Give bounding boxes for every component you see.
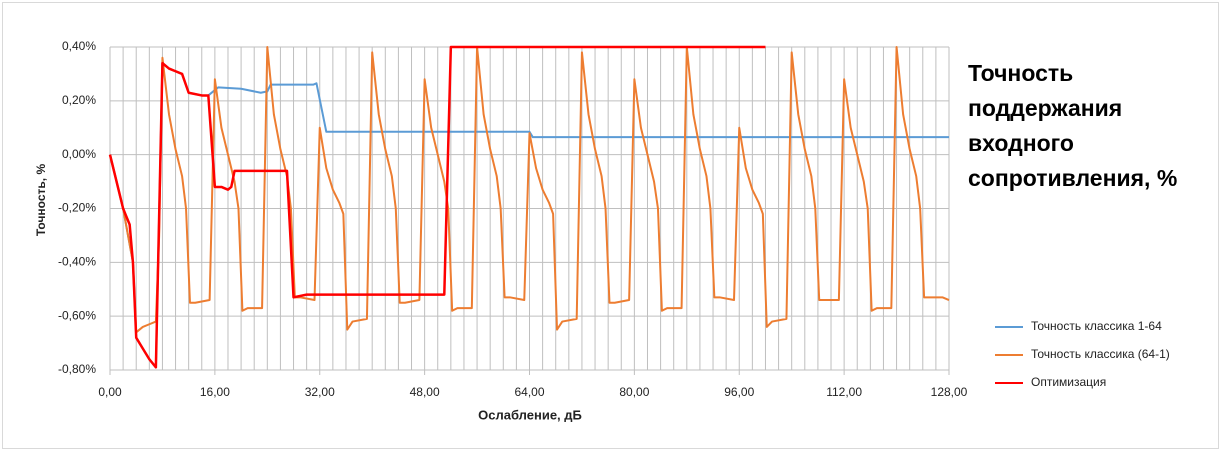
x-tick-label: 112,00: [826, 385, 862, 399]
x-tick-label: 64,00: [514, 385, 544, 399]
legend-label: Точность классика (64-1): [1031, 347, 1170, 361]
x-tick-label: 96,00: [724, 385, 754, 399]
legend-label: Точность классика 1-64: [1031, 319, 1162, 333]
x-tick-label: 128,00: [931, 385, 968, 399]
series-line: [108, 45, 766, 369]
y-tick-label: -0,60%: [58, 308, 96, 322]
y-axis-title: Точность, %: [34, 164, 48, 237]
y-tick-label: 0,40%: [62, 39, 96, 53]
x-tick-label: 48,00: [410, 385, 440, 399]
y-tick-label: -0,20%: [58, 201, 96, 215]
y-tick-label: 0,00%: [62, 147, 96, 161]
y-tick-label: 0,20%: [62, 93, 96, 107]
y-tick-label: -0,80%: [58, 362, 96, 376]
x-axis-title: Ослабление, дБ: [478, 407, 582, 422]
x-tick-label: 16,00: [200, 385, 230, 399]
legend-label: Оптимизация: [1031, 375, 1106, 389]
x-tick-label: 32,00: [305, 385, 335, 399]
y-tick-label: -0,40%: [58, 255, 96, 269]
x-tick-label: 80,00: [619, 385, 649, 399]
series-line: [109, 46, 950, 334]
x-tick-label: 0,00: [98, 385, 122, 399]
chart-title: Точность поддержания входного сопротивле…: [968, 60, 1178, 191]
